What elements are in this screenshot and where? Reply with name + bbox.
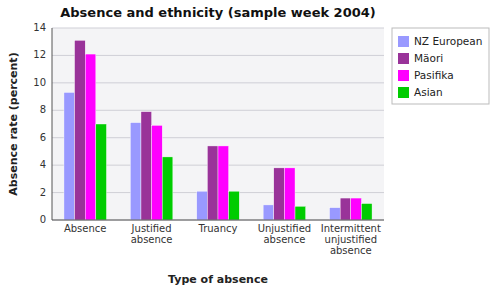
bar	[284, 168, 295, 220]
bar	[197, 191, 208, 220]
grid-line	[52, 110, 384, 111]
grid-line	[52, 28, 384, 29]
grid-line	[52, 55, 384, 56]
legend: NZ European Mäori Pasifika Asian	[392, 28, 489, 104]
bar	[218, 146, 229, 220]
bar	[330, 208, 341, 220]
y-tick-label: 6	[40, 132, 46, 143]
legend-swatch	[398, 53, 409, 64]
legend-swatch	[398, 87, 409, 98]
bar	[229, 191, 240, 220]
bar	[85, 54, 96, 220]
x-axis-label: Type of absence	[168, 273, 268, 286]
bar	[64, 92, 75, 220]
y-tick-label: 4	[40, 159, 46, 170]
bar	[340, 198, 351, 220]
x-tick-label: Intermittentunjustifiedabsence	[321, 223, 381, 256]
legend-label: NZ European	[414, 35, 482, 47]
legend-label: Mäori	[414, 52, 443, 64]
bar	[351, 198, 362, 220]
legend-swatch	[398, 70, 409, 81]
x-tick-label: Justifiedabsence	[131, 223, 173, 245]
legend-label: Asian	[414, 86, 443, 98]
x-tick-label: Unjustifiedabsence	[258, 223, 311, 245]
y-tick-label: 14	[33, 22, 46, 33]
legend-label: Pasifika	[414, 69, 454, 81]
grid-line	[52, 82, 384, 83]
bars	[64, 40, 372, 220]
y-tick-label: 12	[33, 49, 46, 60]
legend-box	[392, 28, 489, 104]
chart: 0 2 4 6 8 10 12 14 Absence Justifiedabsence Truanc…	[0, 0, 493, 289]
bar	[207, 146, 218, 220]
x-axis	[52, 220, 384, 221]
y-tick-label: 10	[33, 77, 46, 88]
y-tick-label: 2	[40, 187, 46, 198]
bar	[361, 204, 372, 220]
bar	[141, 112, 152, 220]
bar	[162, 157, 173, 220]
grid-line	[52, 220, 384, 221]
y-axis	[52, 28, 53, 220]
bar	[130, 123, 141, 220]
bar	[263, 205, 274, 220]
x-tick-label: Absence	[64, 223, 107, 234]
y-tick-label: 8	[40, 104, 46, 115]
legend-swatch	[398, 36, 409, 47]
bar	[152, 125, 163, 220]
title: Absence and ethnicity (sample week 2004)	[60, 5, 376, 20]
bar	[75, 40, 86, 220]
y-axis-label: Absence rate (percent)	[7, 52, 20, 195]
y-tick-label: 0	[40, 214, 46, 225]
bar	[96, 124, 107, 220]
plot-area	[52, 28, 384, 220]
bar	[274, 168, 285, 220]
bar	[295, 206, 306, 220]
x-tick-label: Truancy	[198, 223, 238, 234]
